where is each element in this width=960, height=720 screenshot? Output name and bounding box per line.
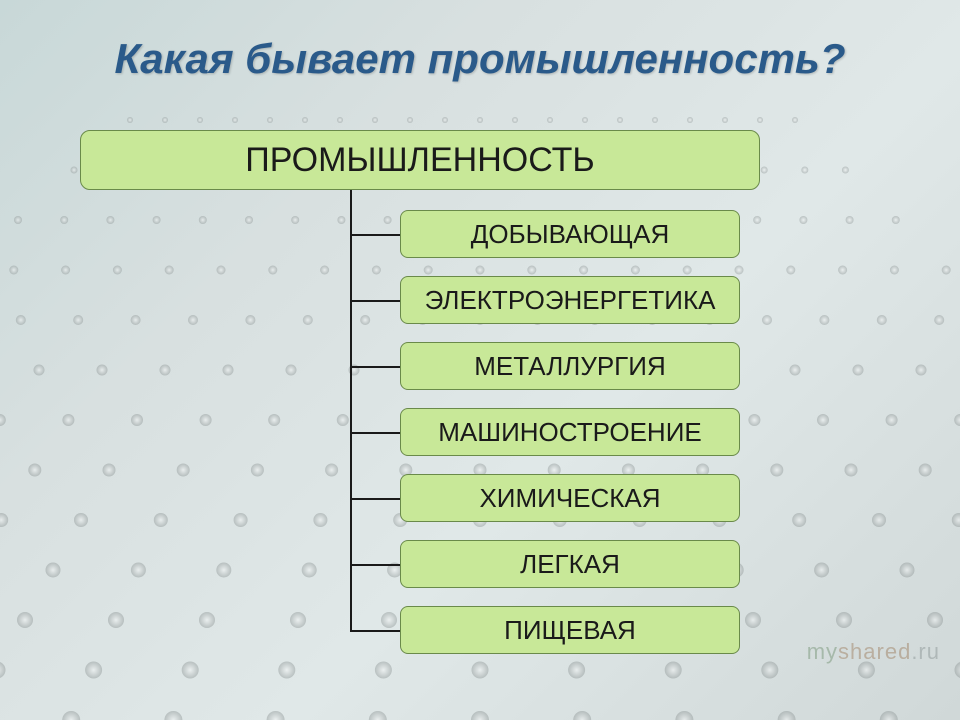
child-node: ПИЩЕВАЯ [400, 606, 740, 654]
connector-h [350, 498, 400, 500]
connector-h [350, 234, 400, 236]
connector-h [350, 366, 400, 368]
slide-content: Какая бывает промышленность? ПРОМЫШЛЕННО… [0, 0, 960, 720]
slide-title: Какая бывает промышленность? [0, 0, 960, 83]
child-node: МЕТАЛЛУРГИЯ [400, 342, 740, 390]
child-node: ДОБЫВАЮЩАЯ [400, 210, 740, 258]
connector-h [350, 564, 400, 566]
connector-h [350, 432, 400, 434]
child-label: ЛЕГКАЯ [520, 549, 620, 580]
child-label: МЕТАЛЛУРГИЯ [474, 351, 665, 382]
child-node: МАШИНОСТРОЕНИЕ [400, 408, 740, 456]
child-label: ЭЛЕКТРОЭНЕРГЕТИКА [425, 285, 716, 316]
connector-h [350, 630, 400, 632]
child-node: ЭЛЕКТРОЭНЕРГЕТИКА [400, 276, 740, 324]
child-label: ДОБЫВАЮЩАЯ [471, 219, 670, 250]
child-label: МАШИНОСТРОЕНИЕ [438, 417, 701, 448]
root-label: ПРОМЫШЛЕННОСТЬ [245, 141, 594, 180]
child-node: ЛЕГКАЯ [400, 540, 740, 588]
root-node: ПРОМЫШЛЕННОСТЬ [80, 130, 760, 190]
child-label: ХИМИЧЕСКАЯ [479, 483, 660, 514]
child-label: ПИЩЕВАЯ [504, 615, 636, 646]
connector-v [350, 190, 352, 631]
connector-h [350, 300, 400, 302]
child-node: ХИМИЧЕСКАЯ [400, 474, 740, 522]
